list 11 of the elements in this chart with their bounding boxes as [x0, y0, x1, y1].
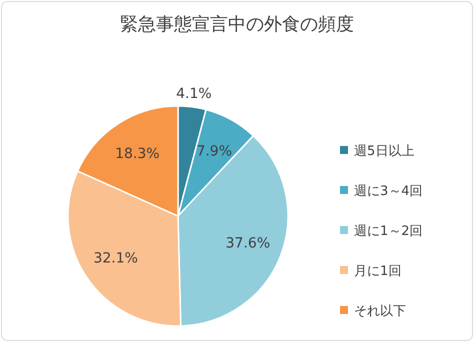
- legend-label: それ以下: [354, 304, 406, 319]
- data-label: 32.1%: [94, 250, 138, 266]
- data-label: 18.3%: [115, 146, 160, 162]
- legend-label: 月に1回: [354, 264, 402, 279]
- legend-label: 週に3～4回: [354, 184, 423, 199]
- chart-title: 緊急事態宣言中の外食の頻度: [120, 14, 354, 35]
- data-label: 37.6%: [226, 236, 270, 252]
- data-label: 7.9%: [196, 144, 232, 160]
- legend-label: 週5日以上: [354, 144, 414, 159]
- data-label: 4.1%: [176, 86, 212, 102]
- legend-label: 週に1～2回: [354, 224, 423, 239]
